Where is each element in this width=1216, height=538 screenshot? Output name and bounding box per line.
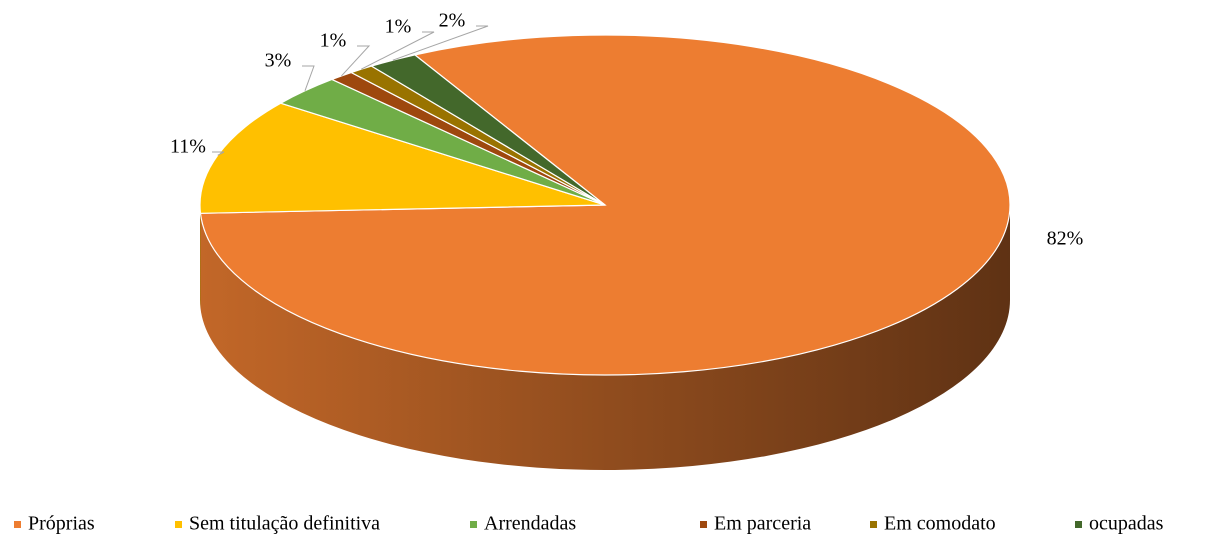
legend-label: Sem titulação definitiva xyxy=(189,513,380,535)
pie-side xyxy=(200,205,1010,471)
data-label: 11% xyxy=(170,136,206,158)
legend-swatch xyxy=(175,521,182,528)
data-label: 3% xyxy=(265,50,292,72)
legend-label: Arrendadas xyxy=(484,513,576,535)
data-label: 1% xyxy=(320,30,347,52)
leader-line xyxy=(341,45,371,77)
legend-swatch xyxy=(700,521,707,528)
leader-line xyxy=(361,31,435,70)
legend-swatch xyxy=(14,521,21,528)
legend-swatch xyxy=(870,521,877,528)
legend-label: Próprias xyxy=(28,513,95,535)
legend-label: ocupadas xyxy=(1089,513,1164,535)
leader-line xyxy=(212,151,225,156)
leader-line xyxy=(302,65,315,91)
legend-label: Em comodato xyxy=(884,513,996,535)
legend-swatch xyxy=(1075,521,1082,528)
pie-slice xyxy=(199,34,1011,376)
data-label: 1% xyxy=(385,16,412,38)
leader-line xyxy=(392,25,489,61)
data-label: 2% xyxy=(439,10,466,32)
legend-label: Em parceria xyxy=(714,513,811,535)
legend-swatch xyxy=(470,521,477,528)
data-label: 82% xyxy=(1047,228,1084,250)
